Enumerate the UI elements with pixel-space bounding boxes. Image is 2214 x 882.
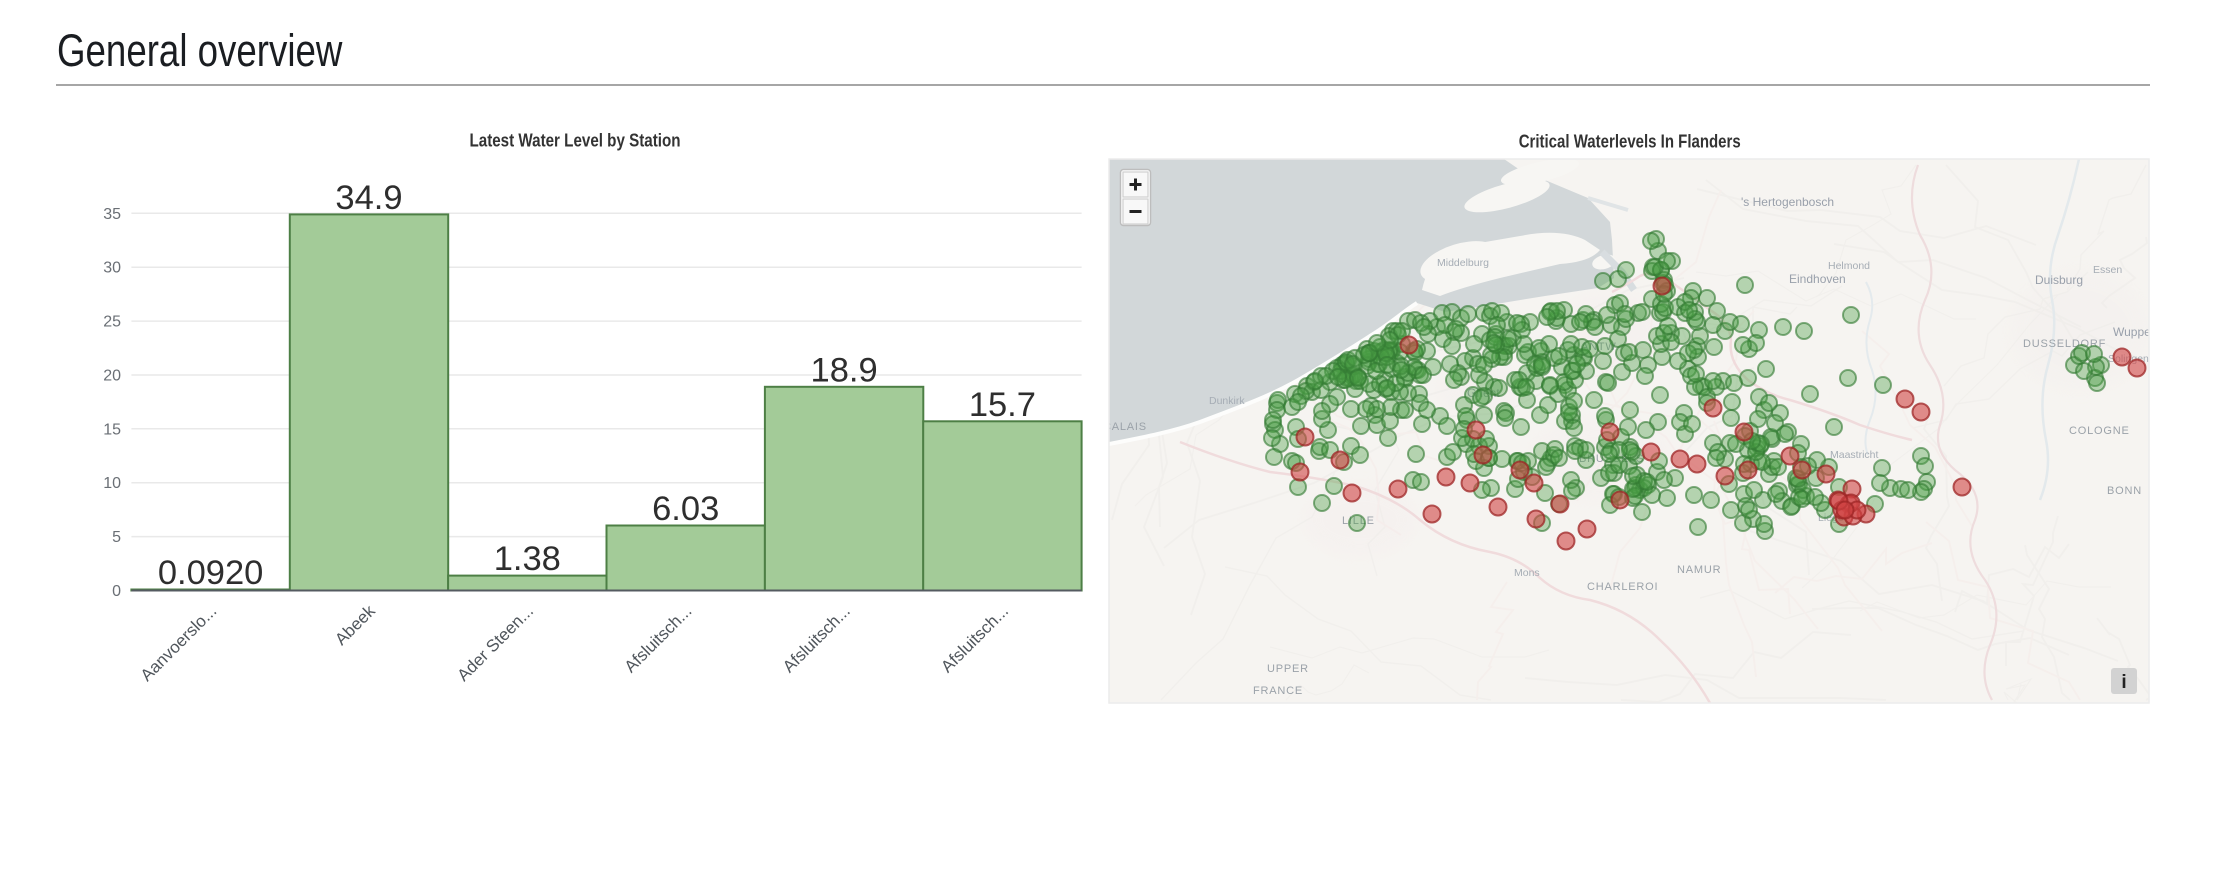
svg-text:COLOGNE: COLOGNE <box>2069 425 2130 437</box>
svg-text:Afsluitsch...: Afsluitsch... <box>779 601 854 676</box>
svg-text:'s Hertogenbosch: 's Hertogenbosch <box>1741 195 1834 209</box>
svg-text:15: 15 <box>103 421 121 438</box>
svg-text:Aanvoerslo...: Aanvoerslo... <box>137 601 221 685</box>
svg-text:Maastricht: Maastricht <box>1830 449 1879 461</box>
svg-text:Middelburg: Middelburg <box>1437 257 1489 269</box>
svg-text:34.9: 34.9 <box>335 179 402 217</box>
svg-text:BONN: BONN <box>2107 485 2142 497</box>
svg-text:Wupper: Wupper <box>2113 325 2155 339</box>
svg-text:Afsluitsch...: Afsluitsch... <box>621 601 696 676</box>
svg-text:15.7: 15.7 <box>969 386 1036 424</box>
svg-text:Latest Water Level by Station: Latest Water Level by Station <box>470 131 681 151</box>
svg-text:1.38: 1.38 <box>494 540 561 578</box>
svg-text:UPPER: UPPER <box>1267 663 1309 675</box>
svg-text:Essen: Essen <box>2093 264 2122 276</box>
svg-text:20: 20 <box>103 368 121 385</box>
svg-text:30: 30 <box>103 260 121 277</box>
svg-text:Abeek: Abeek <box>331 601 379 649</box>
svg-text:10: 10 <box>103 475 121 492</box>
svg-text:CHARLEROI: CHARLEROI <box>1587 581 1658 593</box>
svg-text:5: 5 <box>112 529 121 546</box>
svg-text:CALAIS: CALAIS <box>1103 421 1147 433</box>
svg-text:18.9: 18.9 <box>811 351 878 389</box>
svg-text:Eindhoven: Eindhoven <box>1789 272 1846 286</box>
svg-text:DUSSELDORF: DUSSELDORF <box>2023 338 2106 350</box>
svg-text:Helmond: Helmond <box>1828 260 1870 272</box>
svg-text:Mons: Mons <box>1514 567 1540 579</box>
svg-text:FRANCE: FRANCE <box>1253 685 1303 697</box>
svg-text:i: i <box>2121 672 2126 693</box>
svg-text:35: 35 <box>103 206 121 223</box>
svg-text:0: 0 <box>112 583 121 600</box>
svg-text:Afsluitsch...: Afsluitsch... <box>937 601 1012 676</box>
svg-text:6.03: 6.03 <box>652 490 719 528</box>
svg-text:NAMUR: NAMUR <box>1677 564 1721 576</box>
svg-text:Duisburg: Duisburg <box>2035 273 2083 287</box>
svg-text:Critical Waterlevels In Flande: Critical Waterlevels In Flanders <box>1519 132 1741 152</box>
svg-text:Dunkirk: Dunkirk <box>1209 395 1245 407</box>
svg-text:0.0920: 0.0920 <box>158 554 264 592</box>
svg-text:Ader Steen...: Ader Steen... <box>454 601 538 685</box>
svg-text:25: 25 <box>103 314 121 331</box>
